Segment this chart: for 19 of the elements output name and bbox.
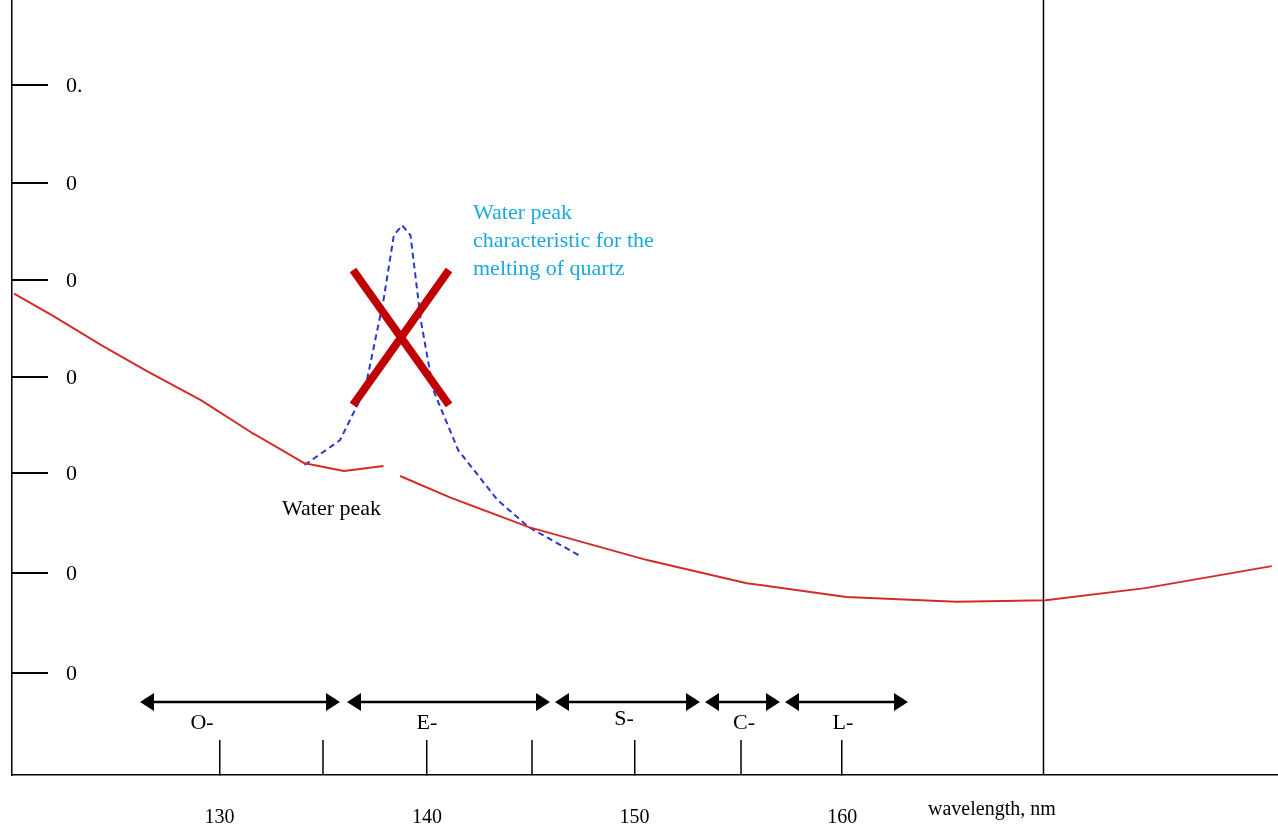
text: 0 xyxy=(66,170,77,196)
annotation: O- xyxy=(190,708,214,736)
annotation: Water peak xyxy=(282,494,381,522)
annotation: 0 xyxy=(66,267,77,293)
x-tick-label: 150 xyxy=(619,805,650,828)
x-tick-label: 140 xyxy=(412,805,443,828)
x-axis-title: wavelength, nm xyxy=(928,797,1057,821)
annotation: Water peak characteristic for the melting of quartz xyxy=(473,198,654,282)
annotation: 0 xyxy=(66,364,77,390)
annotation: S- xyxy=(614,704,634,732)
annotation: 0 xyxy=(66,560,77,586)
annotation: C- xyxy=(733,708,755,736)
x-tick-label: 130 xyxy=(204,805,235,828)
annotation: 0 xyxy=(66,460,77,486)
annotation: E- xyxy=(416,708,438,736)
text: 0. xyxy=(66,72,83,98)
annotation: 0 xyxy=(66,660,77,686)
annotation: L- xyxy=(832,708,854,736)
x-tick-label: 160 xyxy=(827,805,858,828)
